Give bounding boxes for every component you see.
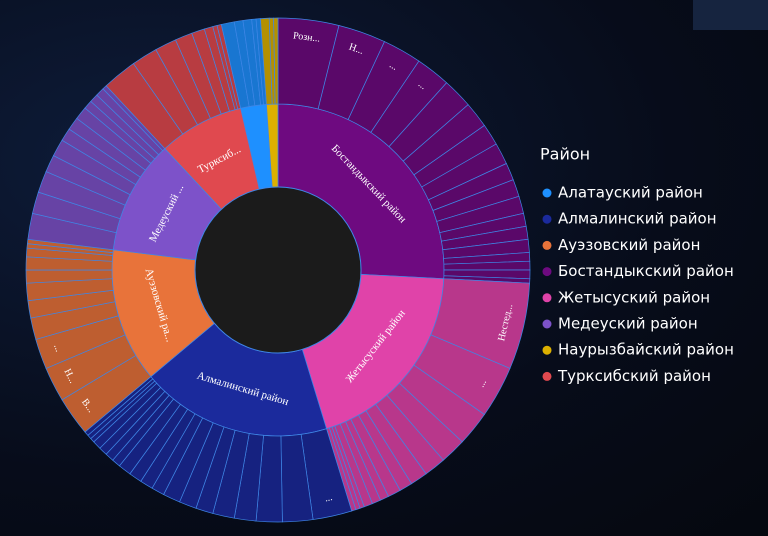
- legend-label: Турксибский район: [557, 367, 711, 385]
- corner-panel: [693, 0, 768, 30]
- segment-label: ...: [387, 60, 399, 73]
- legend-marker: [542, 214, 552, 224]
- legend-label: Алмалинский район: [558, 210, 717, 228]
- legend-label: Алатауский район: [558, 184, 703, 202]
- legend-label: Наурызбайский район: [558, 341, 734, 359]
- segment-label: ...: [51, 343, 64, 354]
- legend-label: Бостандыкский район: [558, 262, 734, 280]
- segment-label: Розн...: [292, 30, 320, 44]
- legend-marker: [542, 345, 552, 355]
- legend-marker: [542, 188, 552, 198]
- outer-segment: [273, 17, 279, 105]
- segment-label: ...: [324, 492, 334, 504]
- legend-label: Жетысуский район: [558, 288, 710, 306]
- legend-marker: [542, 371, 552, 381]
- legend-marker: [542, 267, 552, 277]
- legend-label: Ауэзовский район: [558, 236, 700, 254]
- segment-label: Н...: [347, 42, 365, 57]
- legend-marker: [542, 319, 552, 329]
- legend-marker: [542, 240, 552, 250]
- legend-label: Медеуский район: [558, 315, 698, 333]
- center-hole: [194, 186, 362, 354]
- segment-label: ...: [476, 377, 489, 389]
- legend-title: Район: [540, 145, 590, 164]
- legend-marker: [542, 293, 552, 303]
